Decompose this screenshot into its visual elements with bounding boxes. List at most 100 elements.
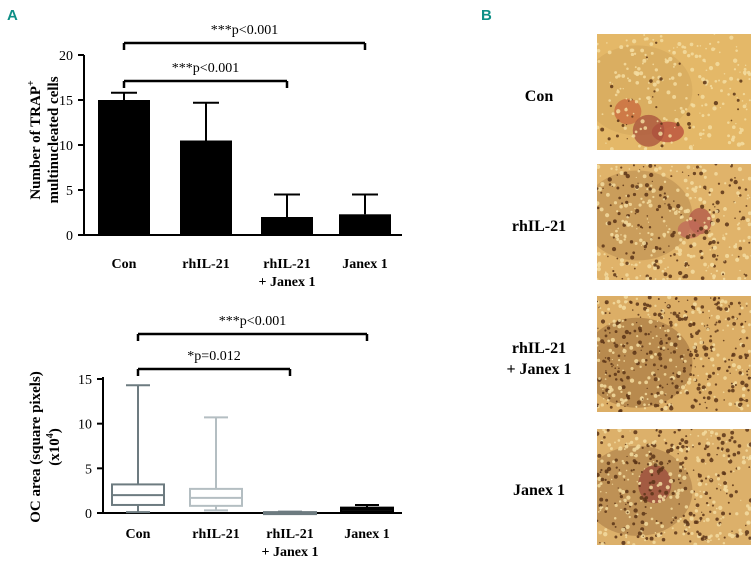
cell-dot <box>621 385 626 390</box>
cell-dot <box>653 393 658 398</box>
cell-dot <box>736 78 740 81</box>
cell-dot <box>663 438 666 441</box>
cell-dot <box>632 543 636 545</box>
cell-dot <box>668 245 670 247</box>
cell-dot <box>742 104 747 109</box>
cell-dot <box>736 223 739 226</box>
cell-dot <box>695 520 699 524</box>
cell-dot <box>630 210 633 213</box>
cell-dot <box>700 252 704 256</box>
cell-dot <box>724 222 730 227</box>
cell-dot <box>638 97 641 101</box>
cell-dot <box>673 82 677 86</box>
cell-dot <box>674 246 680 251</box>
cell-dot <box>741 393 746 398</box>
cell-dot <box>651 96 654 98</box>
cell-dot <box>726 369 729 373</box>
cell-dot <box>650 491 654 496</box>
cell-dot <box>704 388 707 391</box>
cell-dot <box>711 214 716 219</box>
cell-dot <box>702 132 705 135</box>
cell-dot <box>735 369 738 371</box>
cell-dot <box>699 45 702 47</box>
cell-dot <box>653 167 659 172</box>
cell-dot <box>635 446 639 450</box>
osteoclast-patch <box>638 465 672 504</box>
dense-cell-region <box>597 170 693 261</box>
cell-dot <box>644 539 647 542</box>
cell-dot <box>639 316 642 318</box>
cell-dot <box>625 261 629 265</box>
cell-dot <box>635 276 639 280</box>
cell-dot <box>619 171 624 176</box>
cell-dot <box>614 441 616 444</box>
cell-dot <box>614 71 618 74</box>
cell-dot <box>646 96 649 100</box>
cell-dot <box>639 127 643 131</box>
box-x-label: Con <box>126 527 151 542</box>
cell-dot <box>600 319 606 324</box>
cell-dot <box>612 269 615 273</box>
cell-dot <box>730 429 733 431</box>
cell-dot <box>716 446 720 450</box>
cell-dot <box>661 496 664 500</box>
cell-dot <box>689 350 692 353</box>
cell-dot <box>663 180 667 184</box>
cell-dot <box>597 476 602 482</box>
cell-dot <box>668 56 673 62</box>
cell-dot <box>620 166 623 169</box>
panel-a-letter: A <box>7 7 18 24</box>
cell-dot <box>640 48 645 53</box>
cell-dot <box>608 385 613 390</box>
cell-dot <box>714 383 718 386</box>
cell-dot <box>684 528 688 531</box>
cell-dot <box>619 398 624 402</box>
cell-dot <box>629 98 632 101</box>
cell-dot <box>638 475 641 478</box>
cell-dot <box>745 108 748 111</box>
cell-dot <box>623 62 627 66</box>
cell-dot <box>686 219 689 222</box>
cell-dot <box>616 237 620 241</box>
cell-dot <box>670 76 675 80</box>
cell-dot <box>674 384 679 389</box>
cell-dot <box>687 53 691 58</box>
cell-dot <box>677 248 683 253</box>
cell-dot <box>656 320 659 322</box>
cell-dot <box>646 188 649 191</box>
cell-dot <box>678 312 681 315</box>
cell-dot <box>692 446 694 448</box>
cell-dot <box>741 325 745 329</box>
cell-dot <box>686 165 691 169</box>
cell-dot <box>651 180 653 182</box>
cell-dot <box>648 187 652 191</box>
cell-dot <box>657 494 662 499</box>
cell-dot <box>632 251 636 255</box>
cell-dot <box>715 258 718 261</box>
cell-dot <box>742 92 746 96</box>
cell-dot <box>677 371 682 376</box>
cell-dot <box>728 304 730 307</box>
cell-dot <box>685 310 688 313</box>
cell-dot <box>597 42 599 46</box>
cell-dot <box>708 317 711 319</box>
cell-dot <box>675 491 680 496</box>
cell-dot <box>652 38 655 41</box>
cell-dot <box>671 491 675 496</box>
cell-dot <box>620 343 623 346</box>
cell-dot <box>699 357 703 361</box>
cell-dot <box>660 340 663 343</box>
cell-dot <box>628 331 632 335</box>
cell-dot <box>628 100 630 102</box>
cell-dot <box>704 539 706 542</box>
cell-dot <box>702 513 705 517</box>
cell-dot <box>706 324 709 327</box>
cell-dot <box>616 210 619 213</box>
cell-dot <box>621 459 624 463</box>
cell-dot <box>641 397 644 399</box>
cell-dot <box>660 127 662 129</box>
cell-dot <box>692 514 696 517</box>
cell-dot <box>718 51 721 54</box>
cell-dot <box>748 456 751 460</box>
cell-dot <box>679 391 682 395</box>
